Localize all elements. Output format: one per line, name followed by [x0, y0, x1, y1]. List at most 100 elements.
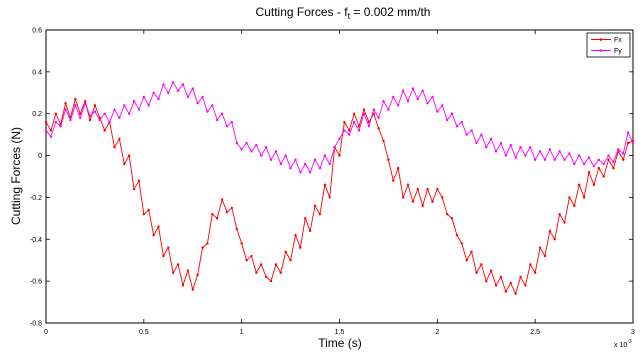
- series-fx-point: [406, 183, 410, 187]
- series-fx-point: [83, 99, 87, 103]
- series-fx-point: [626, 141, 630, 145]
- series-fy-point: [524, 154, 527, 157]
- series-fy-point: [563, 158, 566, 161]
- series-fy-point: [494, 150, 498, 153]
- series-fy-point: [489, 137, 493, 141]
- series-fx-point: [176, 263, 180, 266]
- series-fx-point: [543, 254, 547, 258]
- series-fy-point: [284, 154, 287, 157]
- series-fy-point: [220, 112, 224, 115]
- series-fy-point: [436, 110, 439, 113]
- legend-box: [586, 32, 631, 58]
- series-fx-point: [548, 229, 552, 233]
- series-fy-point: [397, 104, 400, 107]
- series-fx-point: [401, 196, 405, 199]
- series-fy-point: [157, 97, 160, 101]
- series-fx-point: [294, 233, 297, 237]
- series-fy-point: [308, 171, 312, 174]
- series-fx-point: [533, 271, 537, 274]
- series-fx-point: [235, 227, 238, 231]
- series-fy-point: [470, 129, 473, 132]
- series-fx-point: [304, 217, 307, 220]
- series-fy-point: [509, 143, 512, 147]
- series-fx-point: [602, 175, 605, 178]
- series-fy-point: [113, 108, 116, 111]
- series-fy-point: [152, 91, 155, 94]
- series-fy-point: [626, 131, 630, 134]
- series-fy-point: [274, 150, 278, 153]
- y-axis-ticks: -0.8 -0.6 -0.4 -0.2 0 0.2 0.4 0.6: [30, 28, 633, 328]
- series-fy-point: [475, 141, 478, 145]
- series-fx-point: [250, 254, 253, 258]
- series-fy-point: [387, 108, 390, 111]
- series-fx-point: [397, 166, 400, 170]
- x-axis-exponent-power: -3: [627, 339, 632, 345]
- series-fy-point: [230, 120, 234, 124]
- legend-fy-marker: [599, 49, 603, 52]
- series-fx-point: [260, 263, 263, 266]
- series-fy-point: [333, 146, 336, 149]
- series-fx-point: [338, 154, 341, 157]
- y-tick-label: 0: [38, 153, 42, 160]
- series-fx-point: [201, 246, 204, 249]
- series-fx-point: [216, 217, 219, 220]
- legend-fx-label: Fx: [614, 37, 622, 44]
- series-fx-point: [529, 263, 532, 266]
- chart-title-tail: = 0.002 mm/th: [350, 5, 430, 19]
- series-fx-point: [289, 259, 292, 262]
- series-fx-point: [343, 120, 346, 124]
- series-fy-point: [44, 129, 48, 132]
- series-fy-point: [577, 154, 581, 157]
- series-fy-point: [162, 83, 165, 86]
- chart-title-main: Cutting Forces - f: [256, 5, 349, 19]
- series-fx-point: [142, 212, 146, 216]
- series-fx-point: [299, 246, 302, 249]
- series-fy-point: [191, 87, 194, 90]
- series-fy-point: [460, 120, 463, 124]
- series-fy-point: [127, 112, 131, 115]
- series-fy-point: [74, 104, 77, 107]
- series-fx-point: [416, 187, 419, 191]
- series-fx-point: [308, 229, 312, 233]
- series-fy-point: [98, 118, 102, 122]
- series-fx-point: [74, 97, 77, 101]
- series-fx-point: [167, 246, 170, 249]
- series-fx-point: [499, 275, 503, 279]
- series-fy-point: [362, 112, 366, 115]
- x-tick-label: 1.5: [335, 329, 345, 336]
- series-fy-point: [485, 146, 488, 149]
- series-fy-point: [382, 99, 385, 103]
- series-fy-point: [328, 162, 331, 166]
- y-axis-label: Cutting Forces (N): [9, 127, 23, 225]
- series-fy-point: [573, 162, 576, 166]
- series-fy-point: [592, 164, 596, 168]
- series-fx-point: [127, 154, 131, 157]
- x-axis-exponent: x 10-3: [614, 339, 632, 349]
- series-fy-point: [167, 91, 170, 94]
- series-fx-point: [49, 129, 53, 132]
- series-fx-point: [284, 250, 287, 254]
- series-fy-point: [69, 118, 72, 122]
- series-fx-point: [318, 212, 322, 216]
- series-fx-point: [563, 221, 566, 224]
- series-fx-point: [465, 259, 468, 262]
- series-fx-point: [147, 208, 150, 212]
- series-fy-point: [352, 120, 356, 124]
- series-fx-point: [573, 204, 576, 207]
- series-fy-point: [406, 99, 410, 103]
- series-fx-point: [152, 233, 155, 237]
- series-fx-point: [118, 137, 121, 141]
- series-fx-point: [171, 271, 175, 274]
- series-fx-point: [211, 212, 214, 216]
- series-fx-point: [489, 269, 493, 272]
- series-fx-point: [377, 127, 380, 130]
- series-fy-point: [519, 146, 522, 149]
- series-fx-point: [328, 196, 331, 199]
- series-fx-point: [470, 250, 473, 254]
- series-fx-point: [411, 200, 415, 203]
- chart-title: Cutting Forces - ft = 0.002 mm/th: [256, 5, 431, 21]
- series-fy-point: [617, 148, 620, 151]
- series-fx-point: [509, 282, 512, 285]
- series-fy-point: [372, 108, 375, 111]
- series-fx-point: [587, 171, 591, 174]
